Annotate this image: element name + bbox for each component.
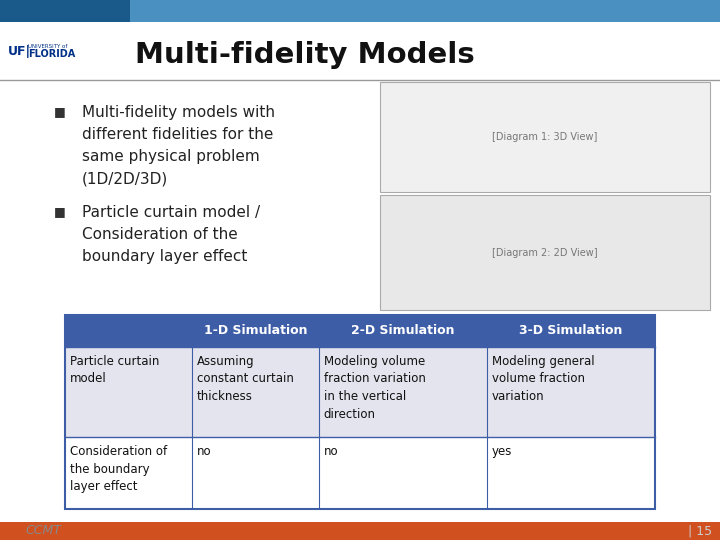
Text: Consideration of the: Consideration of the xyxy=(82,227,238,242)
Text: CCMT: CCMT xyxy=(25,524,61,537)
Text: yes: yes xyxy=(492,445,512,458)
Bar xyxy=(0,22,130,80)
Bar xyxy=(380,82,710,192)
Bar xyxy=(65,347,655,437)
Text: Modeling general
volume fraction
variation: Modeling general volume fraction variati… xyxy=(492,355,595,403)
Bar xyxy=(65,437,655,509)
Bar xyxy=(0,0,130,22)
Text: [Diagram 1: 3D View]: [Diagram 1: 3D View] xyxy=(492,132,598,142)
Bar xyxy=(380,195,710,310)
Text: Particle curtain
model: Particle curtain model xyxy=(70,355,159,386)
Text: ■: ■ xyxy=(54,105,66,118)
Text: Consideration of
the boundary
layer effect: Consideration of the boundary layer effe… xyxy=(70,445,167,493)
Bar xyxy=(65,315,655,347)
Bar xyxy=(380,195,710,310)
Text: boundary layer effect: boundary layer effect xyxy=(82,249,248,264)
Text: UNIVERSITY of: UNIVERSITY of xyxy=(28,44,68,50)
Text: 1-D Simulation: 1-D Simulation xyxy=(204,325,307,338)
Text: Multi-fidelity models with: Multi-fidelity models with xyxy=(82,105,275,120)
Bar xyxy=(0,0,720,22)
Text: UF|: UF| xyxy=(8,44,31,57)
Text: 2-D Simulation: 2-D Simulation xyxy=(351,325,454,338)
Text: [Diagram 2: 2D View]: [Diagram 2: 2D View] xyxy=(492,247,598,258)
Text: FLORIDA: FLORIDA xyxy=(28,49,76,59)
Bar xyxy=(0,22,720,80)
Text: 3-D Simulation: 3-D Simulation xyxy=(519,325,623,338)
Text: (1D/2D/3D): (1D/2D/3D) xyxy=(82,171,168,186)
Text: no: no xyxy=(197,445,212,458)
Text: same physical problem: same physical problem xyxy=(82,149,260,164)
Bar xyxy=(380,82,710,192)
Text: Modeling volume
fraction variation
in the vertical
direction: Modeling volume fraction variation in th… xyxy=(324,355,426,421)
Text: different fidelities for the: different fidelities for the xyxy=(82,127,274,142)
Text: Particle curtain model /: Particle curtain model / xyxy=(82,205,260,220)
Bar xyxy=(0,80,720,520)
Text: | 15: | 15 xyxy=(688,524,712,537)
Text: no: no xyxy=(324,445,338,458)
Text: Multi-fidelity Models: Multi-fidelity Models xyxy=(135,41,474,69)
Text: Assuming
constant curtain
thickness: Assuming constant curtain thickness xyxy=(197,355,294,403)
Text: ■: ■ xyxy=(54,205,66,218)
Bar xyxy=(0,522,720,540)
Bar xyxy=(65,315,655,509)
